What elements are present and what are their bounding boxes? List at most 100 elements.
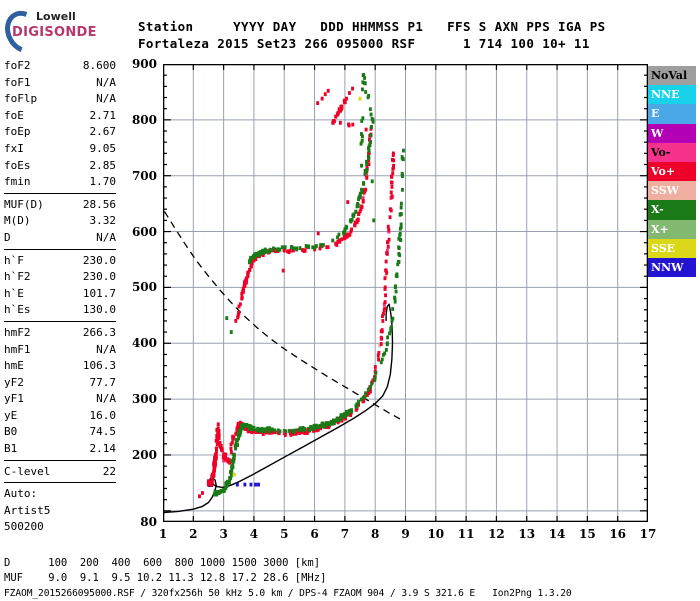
param-value: 8.600 — [82, 59, 116, 72]
param-value: 74.5 — [89, 425, 117, 439]
legend-item-vo[interactable]: Vo- — [648, 142, 696, 162]
auto-line-1: Artist5 — [4, 503, 51, 517]
param-divider — [4, 320, 116, 322]
y-axis-tick-label: 300 — [131, 392, 157, 407]
param-value: N/A — [96, 230, 116, 244]
param-value: N/A — [96, 92, 116, 106]
param-row-d: D N/A — [4, 230, 116, 247]
param-row-hmf2: hmF2 266.3 — [4, 325, 116, 342]
auto-line-0: Auto: — [4, 487, 38, 501]
x-axis-tick-label: 3 — [219, 527, 228, 541]
y-axis-tick-label: 700 — [131, 168, 157, 183]
param-row-foflp: foFlp N/A — [4, 91, 116, 108]
param-divider — [4, 482, 116, 484]
param-row-he: h`E 101.7 — [4, 286, 116, 303]
param-row-yf1: yF1 N/A — [4, 391, 116, 408]
param-key: foF2 — [4, 59, 31, 72]
header-line-2: Fortaleza 2015 Set23 266 095000 RSF 1 71… — [138, 36, 590, 51]
legend-item-nnw[interactable]: NNW — [648, 257, 696, 278]
param-key: fxI — [4, 141, 24, 155]
x-axis-tick-label: 1 — [158, 527, 168, 541]
param-key: h`F — [4, 253, 24, 267]
series-ssw — [378, 274, 388, 348]
x-axis-tick-label: 16 — [609, 527, 627, 541]
station-header: Station YYYY DAY DDD HHMMSS P1 FFS S AXN… — [138, 18, 606, 52]
param-value: 1.70 — [89, 175, 117, 189]
param-row-ye: yE 16.0 — [4, 408, 116, 425]
param-value: 9.05 — [89, 141, 117, 155]
param-value: 2.14 — [89, 442, 117, 456]
grid-lines — [163, 64, 648, 522]
param-value: N/A — [96, 342, 116, 356]
param-value: 230.0 — [82, 270, 116, 284]
footer-file-row: FZAOM_2015266095000.RSF / 320fx256h 50 k… — [4, 588, 572, 599]
param-row-fxi: fxI 9.05 — [4, 141, 116, 158]
param-row-mufd: MUF(D) 28.56 — [4, 197, 116, 214]
legend-item-sse[interactable]: SSE — [648, 238, 696, 258]
x-axis-tick-label: 15 — [579, 527, 596, 541]
legend-item-x[interactable]: X- — [648, 200, 696, 220]
ionospheric-parameters-panel: foF2 8.600 foF1 N/A foFlp N/A foE 2.71 foEp 2.67 f… — [4, 58, 116, 536]
param-key: foFlp — [4, 92, 38, 106]
param-value: 2.85 — [89, 158, 117, 172]
y-axis-tick-label: 900 — [131, 57, 157, 71]
legend-item-noval[interactable]: NoVal — [648, 66, 696, 86]
param-value: 230.0 — [82, 253, 116, 267]
param-key: hmF1 — [4, 342, 31, 356]
legend-item-e[interactable]: E — [648, 104, 696, 124]
param-key: foEp — [4, 125, 31, 139]
legend-item-ssw[interactable]: SSW — [648, 181, 696, 201]
param-value: 106.3 — [82, 359, 116, 373]
legend-item-nne[interactable]: NNE — [648, 85, 696, 105]
auto-line-2: 500200 — [4, 520, 44, 534]
y-axis-tick-label: 80 — [140, 515, 157, 529]
param-key: yF2 — [4, 375, 24, 389]
y-axis-tick-label: 400 — [131, 336, 157, 351]
param-value: 266.3 — [82, 325, 116, 339]
param-key: C-level — [4, 464, 51, 478]
param-key: yF1 — [4, 392, 24, 406]
param-key: B1 — [4, 442, 18, 456]
x-axis-tick-label: 9 — [401, 527, 410, 541]
param-key: hmF2 — [4, 325, 31, 339]
param-row-yf2: yF2 77.7 — [4, 375, 116, 392]
footer-distance-row: D 100 200 400 600 800 1000 1500 3000 [km… — [4, 557, 321, 569]
param-key: D — [4, 230, 11, 244]
y-axis-tick-label: 500 — [131, 280, 157, 295]
param-divider — [4, 248, 116, 250]
param-key: M(D) — [4, 214, 31, 228]
x-axis-tick-label: 4 — [249, 527, 259, 541]
param-row-fof1: foF1 N/A — [4, 75, 116, 92]
param-key: MUF(D) — [4, 197, 44, 211]
param-key: h`Es — [4, 303, 31, 317]
x-axis-tick-label: 8 — [371, 527, 380, 541]
ionogram-svg — [163, 64, 648, 522]
param-row-hf: h`F 230.0 — [4, 253, 116, 270]
lowell-digisonde-logo: Lowell DIGISONDE — [0, 4, 106, 60]
x-axis-tick-label: 7 — [340, 527, 350, 541]
param-row-foes: foEs 2.85 — [4, 158, 116, 175]
footer-info: D 100 200 400 600 800 1000 1500 3000 [km… — [4, 556, 572, 601]
param-value: N/A — [96, 392, 116, 406]
x-axis-tick-label: 10 — [427, 527, 445, 541]
legend-item-vo[interactable]: Vo+ — [648, 161, 696, 182]
ionogram-plot — [163, 64, 648, 522]
series-speckle — [213, 155, 405, 497]
logo-digisonde-text: DIGISONDE — [12, 25, 97, 40]
param-divider — [4, 459, 116, 461]
x-axis-tick-label: 11 — [457, 527, 475, 541]
param-row-hes: h`Es 130.0 — [4, 302, 116, 319]
x-axis-tick-label: 2 — [189, 527, 198, 541]
param-row-hmf1: hmF1 N/A — [4, 342, 116, 359]
x-axis-tick-label: 14 — [548, 527, 566, 541]
param-key: h`F2 — [4, 270, 31, 284]
param-value: 130.0 — [82, 303, 116, 317]
param-value: 22 — [102, 464, 116, 478]
param-row-b1: B1 2.14 — [4, 441, 116, 458]
param-key: foE — [4, 108, 24, 122]
x-axis-tick-label: 6 — [310, 527, 319, 541]
param-key: h`E — [4, 286, 24, 300]
legend-item-w[interactable]: W — [648, 123, 696, 143]
legend-item-x[interactable]: X+ — [648, 219, 696, 239]
axis-ticks — [163, 64, 648, 522]
